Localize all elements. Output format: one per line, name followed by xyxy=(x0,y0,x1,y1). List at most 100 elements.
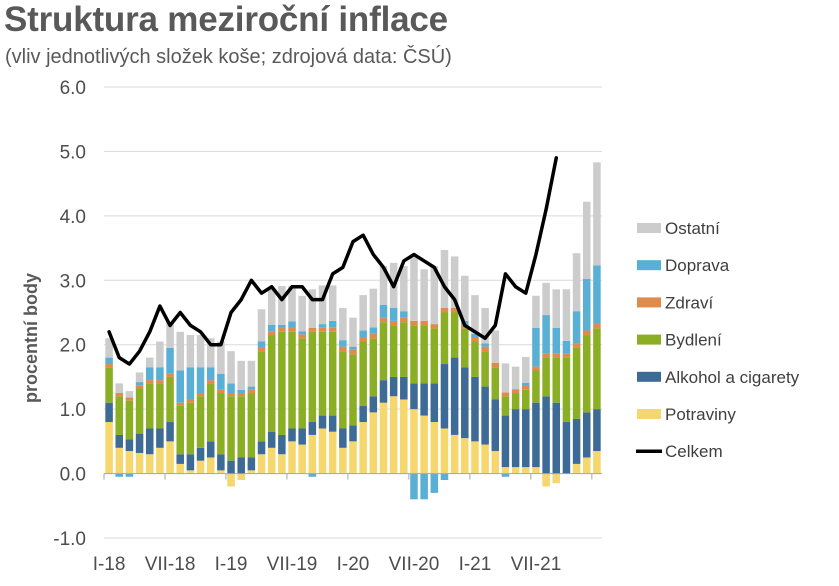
bar-segment-ostatní xyxy=(145,357,154,368)
bar-segment-potraviny xyxy=(278,454,286,474)
bar-segment-doprava xyxy=(166,347,174,374)
bar-segment-alkohol-a-cigarety xyxy=(481,386,489,445)
bar-segment-bydlení xyxy=(400,322,408,377)
bar-segment-bydlení xyxy=(278,331,286,435)
bar-segment-potraviny xyxy=(501,467,510,474)
bar-segment-ostatní xyxy=(339,307,347,341)
bar-segment-bydlení xyxy=(359,341,367,406)
bar-segment-bydlení xyxy=(308,331,317,423)
bar-segment-zdraví xyxy=(450,307,459,313)
bar-segment-zdraví xyxy=(166,373,174,377)
bar-segment-alkohol-a-cigarety xyxy=(410,383,418,410)
bar-segment-alkohol-a-cigarety xyxy=(420,383,428,416)
bar-segment-potraviny xyxy=(186,470,195,474)
bar-segment-potraviny xyxy=(522,467,530,474)
bar-segment-potraviny xyxy=(420,415,428,474)
bar-segment-potraviny xyxy=(308,434,317,474)
bar-segment-potraviny xyxy=(430,422,439,474)
bar-segment-ostatní xyxy=(522,356,530,383)
bar-segment-zdraví xyxy=(196,393,205,397)
bar-segment-alkohol-a-cigarety xyxy=(267,431,276,448)
bar-segment-alkohol-a-cigarety xyxy=(217,454,225,471)
legend-label: Zdraví xyxy=(665,293,713,312)
legend-swatch xyxy=(637,334,661,345)
bar-segment-alkohol-a-cigarety xyxy=(349,425,357,442)
bar-segment-zdraví xyxy=(562,353,571,358)
bar-segment-alkohol-a-cigarety xyxy=(471,376,479,442)
bar-segment-potraviny xyxy=(461,438,469,474)
bar-segment-potraviny xyxy=(135,452,144,474)
bar-segment-bydlení xyxy=(420,325,428,384)
legend: Ostatní Doprava Zdraví Bydlení Alkohol a cig… xyxy=(636,219,800,461)
bar-segment-ostatní xyxy=(288,286,296,322)
bar-segment-ostatní xyxy=(278,286,286,325)
bar-segment-alkohol-a-cigarety xyxy=(389,376,398,397)
bar-segment-zdraví xyxy=(217,389,225,394)
bar-segment-doprava xyxy=(115,473,123,477)
bar-segment-ostatní xyxy=(542,282,550,316)
bar-segment-ostatní xyxy=(410,256,418,321)
bar-segment-potraviny xyxy=(339,447,347,474)
x-tick-label: VII-19 xyxy=(267,554,318,575)
bar-segment-zdraví xyxy=(278,327,286,332)
bar-segment-alkohol-a-cigarety xyxy=(196,447,205,461)
bar-segment-zdraví xyxy=(145,380,154,384)
bar-segment-ostatní xyxy=(511,366,520,390)
bar-segment-doprava xyxy=(501,473,510,477)
bar-segment-zdraví xyxy=(339,346,347,352)
bar-segment-zdraví xyxy=(237,393,245,397)
bar-segment-doprava xyxy=(318,324,327,328)
bar-segment-alkohol-a-cigarety xyxy=(145,428,154,455)
bar-segment-bydlení xyxy=(410,325,418,384)
bar-segment-bydlení xyxy=(227,396,235,461)
x-tick-label: VII-18 xyxy=(145,554,196,575)
bar-segment-bydlení xyxy=(501,396,510,416)
bar-segment-ostatní xyxy=(298,295,306,332)
bar-segment-potraviny xyxy=(125,451,134,474)
bar-segment-bydlení xyxy=(125,400,134,440)
bar-segment-alkohol-a-cigarety xyxy=(593,409,601,452)
bar-segment-potraviny xyxy=(349,441,357,474)
bar-segment-doprava xyxy=(440,473,449,481)
bar-segment-ostatní xyxy=(186,335,195,368)
bar-segment-alkohol-a-cigarety xyxy=(237,457,245,474)
bar-stacks xyxy=(105,162,601,500)
bar-segment-alkohol-a-cigarety xyxy=(278,434,286,455)
bar-segment-ostatní xyxy=(440,250,449,308)
bar-segment-alkohol-a-cigarety xyxy=(105,402,113,423)
bar-segment-bydlení xyxy=(288,331,296,429)
bar-segment-ostatní xyxy=(166,322,174,348)
legend-label: Doprava xyxy=(665,256,730,275)
bar-segment-bydlení xyxy=(135,388,144,434)
bar-segment-doprava xyxy=(481,343,489,347)
bar-segment-doprava xyxy=(278,324,286,328)
bar-segment-potraviny xyxy=(145,454,154,474)
legend-swatch xyxy=(637,409,661,419)
bar-segment-doprava xyxy=(400,311,408,318)
bar-segment-ostatní xyxy=(257,309,266,342)
bar-segment-alkohol-a-cigarety xyxy=(440,364,449,429)
bar-segment-bydlení xyxy=(339,351,347,429)
bar-segment-doprava xyxy=(359,330,367,337)
bar-segment-bydlení xyxy=(206,383,215,442)
bar-segment-doprava xyxy=(257,341,266,348)
bar-segment-doprava xyxy=(471,333,479,337)
bar-segment-doprava xyxy=(582,279,591,331)
bar-segment-zdraví xyxy=(115,393,123,397)
bar-segment-zdraví xyxy=(257,347,266,352)
bar-segment-zdraví xyxy=(125,397,134,401)
bar-segment-alkohol-a-cigarety xyxy=(288,428,296,442)
x-tick-label: VII-20 xyxy=(389,554,440,575)
legend-label: Ostatní xyxy=(665,219,720,238)
bar-segment-potraviny xyxy=(166,441,174,474)
bar-segment-potraviny xyxy=(582,457,591,474)
bar-segment-zdraví xyxy=(318,327,327,332)
bar-segment-doprava xyxy=(562,340,571,354)
bar-segment-potraviny xyxy=(257,454,266,474)
bar-segment-potraviny xyxy=(359,422,367,474)
bar-segment-zdraví xyxy=(328,327,337,332)
bar-segment-ostatní xyxy=(176,331,184,371)
bar-segment-zdraví xyxy=(176,402,184,406)
bar-segment-doprava xyxy=(339,340,347,347)
